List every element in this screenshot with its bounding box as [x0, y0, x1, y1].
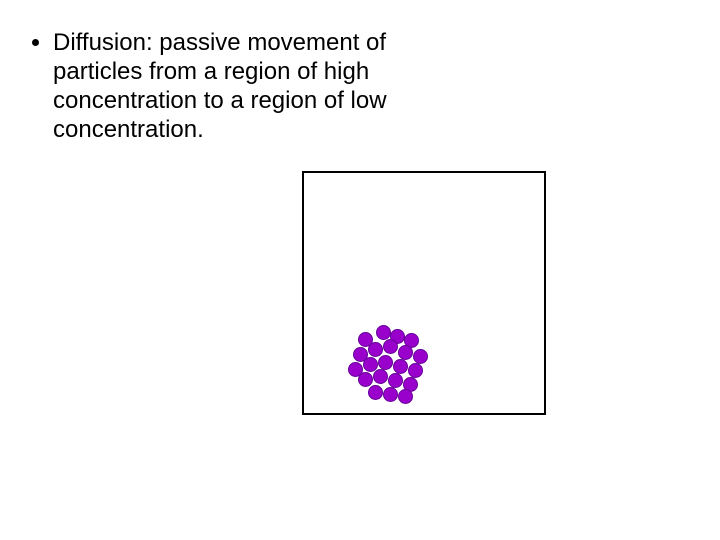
bullet-text: Diffusion: passive movement of particles…	[53, 28, 453, 144]
particle	[383, 339, 398, 354]
particle	[358, 372, 373, 387]
particle	[368, 385, 383, 400]
particle	[413, 349, 428, 364]
diffusion-diagram	[302, 171, 546, 415]
particle	[368, 342, 383, 357]
particle	[376, 325, 391, 340]
particle	[398, 345, 413, 360]
particle	[408, 363, 423, 378]
bullet-dot-icon	[32, 39, 39, 46]
bullet-item: Diffusion: passive movement of particles…	[32, 28, 453, 144]
particle	[383, 387, 398, 402]
particle	[388, 373, 403, 388]
particle	[393, 359, 408, 374]
particle	[363, 357, 378, 372]
particle	[398, 389, 413, 404]
particle	[373, 369, 388, 384]
slide: Diffusion: passive movement of particles…	[0, 0, 720, 540]
particle	[378, 355, 393, 370]
